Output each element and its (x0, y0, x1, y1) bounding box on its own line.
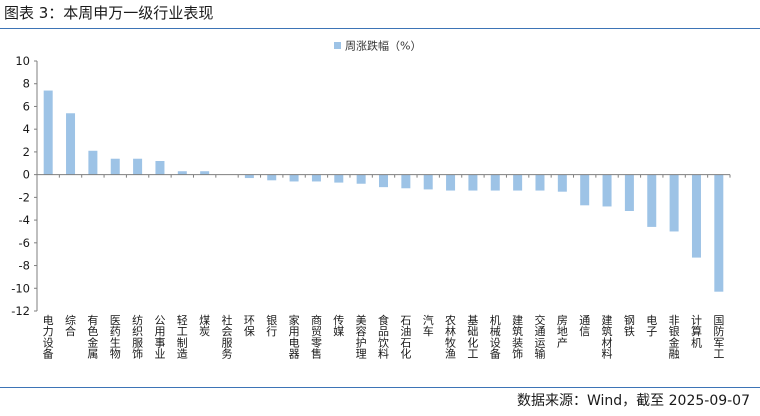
x-category-label: 电子 (646, 314, 657, 338)
y-tick-label: -8 (19, 259, 30, 273)
y-tick-label: -2 (19, 190, 30, 204)
bar-27 (624, 174, 634, 211)
y-tick-label: 6 (23, 99, 30, 113)
bar-19 (446, 174, 456, 191)
bar-4 (110, 158, 120, 175)
x-category-label: 纺织服饰 (132, 313, 143, 361)
bar-26 (602, 174, 612, 207)
bar-1 (43, 90, 53, 175)
x-category-label: 石油石化 (400, 314, 411, 361)
bar-chart: 周涨跌幅（%） 10 8 6 4 2 0 -2 -4 -6 -8 -10 -12 电力设备综合有色金属… (11, 39, 731, 361)
bar-20 (468, 174, 478, 191)
x-category-label: 家用电器 (289, 313, 300, 361)
x-category-label: 电力设备 (43, 314, 54, 361)
x-category-label: 钢铁 (624, 314, 635, 338)
bar-22 (513, 174, 523, 191)
y-tick-label: -4 (19, 213, 30, 227)
bar-8 (200, 171, 210, 175)
x-category-label: 机械设备 (490, 313, 501, 361)
bar-23 (535, 174, 545, 191)
legend-label: 周涨跌幅（%） (345, 39, 421, 53)
bar-12 (289, 174, 299, 182)
bar-13 (311, 174, 321, 182)
x-category-label: 通信 (579, 314, 590, 338)
bar-28 (647, 174, 657, 227)
bar-21 (490, 174, 500, 191)
footer-divider (0, 387, 760, 388)
x-category-label: 基础化工 (467, 314, 478, 361)
bar-30 (691, 174, 701, 258)
x-category-label: 商贸零售 (311, 313, 322, 361)
bar-3 (88, 150, 98, 175)
x-category-label: 社会服务 (222, 313, 233, 361)
bar-6 (155, 161, 165, 175)
x-category-label: 非银金融 (669, 314, 680, 361)
y-tick-label: 0 (23, 168, 30, 182)
x-category-label: 公用事业 (154, 314, 165, 361)
x-category-label: 医药生物 (110, 314, 121, 361)
y-tick-label: -6 (19, 236, 30, 250)
data-source-note: 数据来源：Wind，截至 2025-09-07 (517, 393, 750, 409)
bar-24 (557, 174, 567, 192)
y-tick-label: -12 (11, 304, 30, 318)
x-category-label: 汽车 (423, 313, 434, 338)
y-tick-label: 10 (15, 54, 30, 68)
x-category-label: 计算机 (691, 314, 702, 349)
bar-2 (66, 113, 76, 175)
bar-15 (356, 174, 366, 184)
bar-11 (267, 174, 277, 181)
chart-title: 图表 3：本周申万一级行业表现 (4, 4, 214, 22)
bar-16 (379, 174, 388, 188)
bar-10 (244, 174, 254, 179)
x-category-label: 美容护理 (356, 314, 367, 361)
x-category-label: 银行 (266, 313, 277, 338)
bar-25 (580, 174, 590, 206)
x-category-label: 综合 (65, 313, 76, 338)
legend-swatch (334, 42, 341, 49)
bar-29 (669, 174, 679, 232)
bar-14 (334, 174, 344, 183)
x-category-label: 房地产 (557, 314, 568, 349)
title-divider (0, 28, 760, 29)
x-category-label: 传媒 (333, 314, 344, 338)
x-category-label: 交通运输 (534, 313, 545, 361)
x-category-label: 轻工制造 (177, 313, 188, 361)
y-tick-label: 2 (23, 145, 30, 159)
x-category-label: 农林牧渔 (445, 313, 456, 361)
x-category-label: 建筑装饰 (512, 313, 523, 361)
bar-5 (133, 158, 143, 175)
y-tick-label: 4 (23, 122, 30, 136)
x-category-label: 国防军工 (713, 314, 724, 361)
bar-17 (401, 174, 411, 189)
y-tick-label: -10 (11, 281, 30, 295)
bar-18 (423, 174, 433, 190)
bar-7 (177, 171, 187, 175)
x-category-label: 有色金属 (87, 313, 98, 361)
y-tick-label: 8 (23, 77, 30, 91)
x-category-label: 环保 (244, 314, 255, 338)
bar-31 (714, 174, 724, 292)
x-category-label: 食品饮料 (378, 313, 389, 361)
x-category-label: 煤炭 (199, 314, 210, 338)
x-category-label: 建筑材料 (602, 313, 613, 361)
